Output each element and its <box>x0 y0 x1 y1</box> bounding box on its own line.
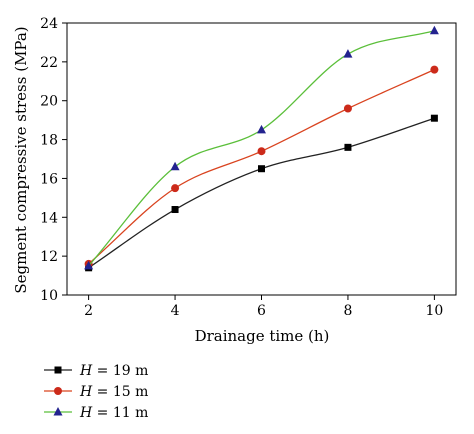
legend-label: H = 15 m <box>79 384 148 400</box>
legend-label: H = 11 m <box>79 405 148 421</box>
legend-marker <box>54 366 62 374</box>
plot-frame <box>66 22 457 296</box>
y-tick-label: 22 <box>40 55 58 71</box>
data-point <box>429 25 439 35</box>
y-tick-label: 24 <box>40 16 58 32</box>
data-point <box>258 165 265 173</box>
y-tick-label: 18 <box>40 133 58 149</box>
legend-entry: H = 11 m <box>44 405 148 421</box>
series-line <box>88 117 435 269</box>
legend-marker <box>53 407 63 416</box>
x-tick-label: 10 <box>425 303 443 319</box>
data-point <box>84 260 94 270</box>
y-axis-title: Segment compressive stress (MPa) <box>12 26 30 293</box>
x-tick-label: 4 <box>171 303 180 319</box>
series-2 <box>84 25 439 270</box>
data-point <box>343 49 353 58</box>
y-tick-label: 16 <box>40 171 58 187</box>
legend: H = 19 m H = 15 m H = 11 m <box>44 363 148 421</box>
data-point <box>171 184 180 193</box>
x-tick-label: 8 <box>343 303 352 319</box>
x-axis-title: Drainage time (h) <box>195 327 330 345</box>
y-tick-label: 14 <box>40 210 58 226</box>
legend-marker <box>54 387 62 395</box>
plot-area <box>84 25 439 272</box>
x-tick-label: 6 <box>257 303 266 319</box>
data-point <box>430 65 439 74</box>
x-tick-label: 2 <box>84 303 93 319</box>
y-tick-label: 20 <box>40 94 58 110</box>
data-point <box>257 124 266 134</box>
series-0 <box>85 114 438 272</box>
data-point <box>343 104 352 113</box>
y-tick-label: 12 <box>40 249 58 265</box>
legend-entry: H = 19 m <box>44 363 148 379</box>
legend-entry: H = 15 m <box>44 384 148 400</box>
data-point <box>257 147 266 156</box>
legend-label: H = 19 m <box>79 363 148 379</box>
data-point <box>430 114 438 122</box>
y-tick-label: 10 <box>40 288 58 304</box>
data-point <box>170 161 180 171</box>
data-point <box>344 143 352 151</box>
series-1 <box>84 65 439 268</box>
data-point <box>171 206 179 214</box>
